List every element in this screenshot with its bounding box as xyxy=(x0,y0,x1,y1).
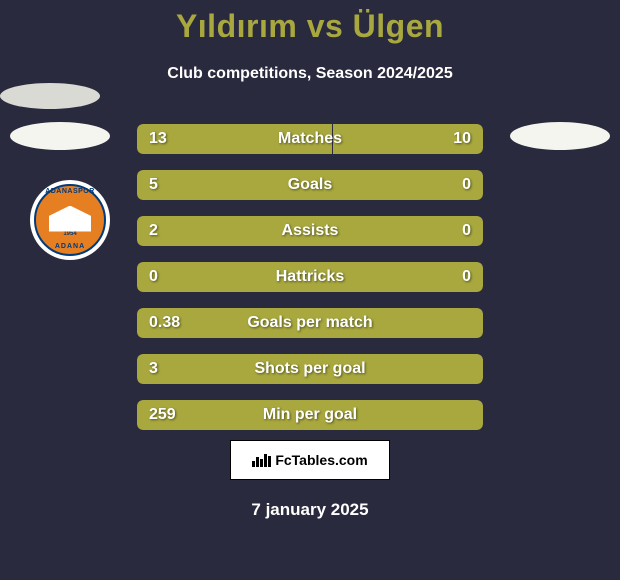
stat-row: 3Shots per goal xyxy=(137,354,483,384)
stat-label: Goals per match xyxy=(137,308,483,338)
chart-icon xyxy=(252,454,271,467)
club-badge-left: ADANASPOR 1954 ADANA xyxy=(30,180,110,260)
stat-row: 13Matches10 xyxy=(137,124,483,154)
club-name-top: ADANASPOR xyxy=(45,188,95,195)
player-avatar-left xyxy=(10,122,110,150)
stat-label: Hattricks xyxy=(137,262,483,292)
stat-value-right: 10 xyxy=(453,124,471,154)
player-avatar-right xyxy=(510,122,610,150)
stat-row: 2Assists0 xyxy=(137,216,483,246)
brand-label: FcTables.com xyxy=(275,452,367,468)
stat-label: Min per goal xyxy=(137,400,483,430)
stat-row: 259Min per goal xyxy=(137,400,483,430)
stat-row: 0.38Goals per match xyxy=(137,308,483,338)
stat-label: Matches xyxy=(137,124,483,154)
stats-container: 13Matches105Goals02Assists00Hattricks00.… xyxy=(137,124,483,446)
stat-row: 5Goals0 xyxy=(137,170,483,200)
stat-value-right: 0 xyxy=(462,262,471,292)
club-badge-left-inner: ADANASPOR 1954 ADANA xyxy=(34,184,106,256)
stat-row: 0Hattricks0 xyxy=(137,262,483,292)
date-label: 7 january 2025 xyxy=(0,500,620,520)
stat-label: Assists xyxy=(137,216,483,246)
brand-badge: FcTables.com xyxy=(230,440,390,480)
stat-label: Goals xyxy=(137,170,483,200)
club-emblem-icon xyxy=(49,206,91,232)
stat-value-right: 0 xyxy=(462,216,471,246)
club-badge-right xyxy=(0,83,100,109)
page-title: Yıldırım vs Ülgen xyxy=(0,0,620,45)
stat-value-right: 0 xyxy=(462,170,471,200)
club-city: ADANA xyxy=(55,243,85,250)
subtitle: Club competitions, Season 2024/2025 xyxy=(0,65,620,83)
stat-label: Shots per goal xyxy=(137,354,483,384)
